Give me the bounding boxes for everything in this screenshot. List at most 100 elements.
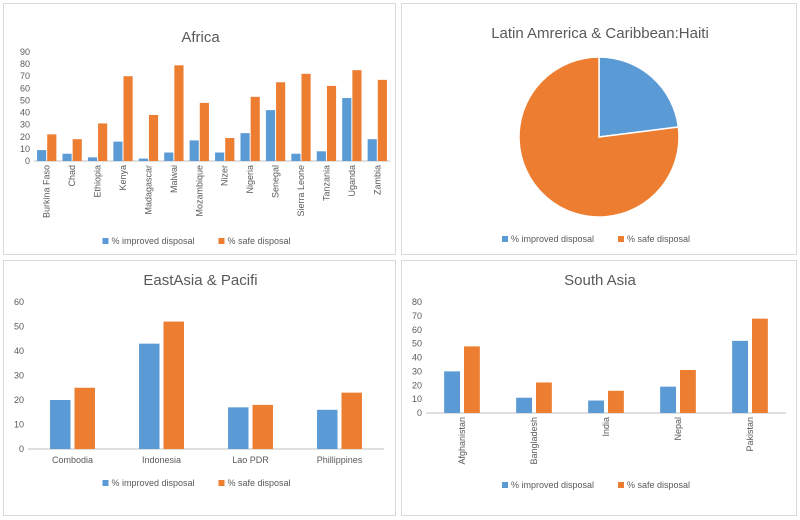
legend-swatch: [102, 480, 109, 486]
y-tick-label: 50: [14, 322, 24, 332]
x-category-label: Bangladesh: [529, 417, 539, 465]
x-category-label: Uganda: [347, 165, 357, 197]
pie-slice-safe-disposal: [518, 56, 680, 218]
bar-safe-disposal: [608, 390, 624, 413]
legend-swatch: [218, 238, 225, 244]
pie-slice-improved-disposal: [598, 56, 680, 138]
y-tick-label: 30: [412, 366, 422, 376]
y-tick-label: 80: [20, 59, 30, 69]
legend-swatch: [618, 482, 624, 488]
y-tick-label: 20: [20, 132, 30, 142]
bar-safe-disposal: [225, 137, 235, 161]
legend-swatch: [502, 482, 508, 488]
y-tick-label: 10: [20, 144, 30, 154]
east-asia-chart-panel: EastAsia & Pacifi 0 10 20 30 40 50 60 Combodia In…: [3, 260, 396, 516]
y-tick-label: 10: [14, 420, 24, 430]
bar-improved-disposal: [342, 98, 352, 161]
y-tick-label: 80: [412, 297, 422, 307]
y-tick-label: 20: [412, 380, 422, 390]
legend-swatch: [102, 238, 109, 244]
bar-improved-disposal: [316, 151, 326, 161]
bar-safe-disposal: [72, 139, 82, 161]
y-tick-label: 70: [20, 71, 30, 81]
bar-safe-disposal: [752, 318, 768, 413]
bar-improved-disposal: [317, 409, 338, 449]
legend-swatch: [502, 236, 508, 242]
bar-safe-disposal: [464, 346, 480, 413]
east-asia-chart: EastAsia & Pacifi 0 10 20 30 40 50 60 Combodia In…: [14, 272, 384, 488]
x-category-label: Nizer: [220, 165, 230, 186]
x-category-label: Phillippines: [317, 455, 363, 465]
x-category-label: Madagascar: [143, 165, 153, 215]
chart-title: Latin Amrerica & Caribbean:Haiti: [491, 25, 709, 42]
y-tick-label: 40: [20, 108, 30, 118]
x-category-label: Lao PDR: [232, 455, 269, 465]
y-tick-label: 0: [25, 156, 30, 166]
chart-title: EastAsia & Pacifi: [143, 272, 257, 289]
bar-improved-disposal: [87, 157, 98, 161]
bar-improved-disposal: [367, 139, 377, 161]
bar-safe-disposal: [74, 387, 95, 449]
bar-improved-disposal: [444, 371, 460, 413]
x-category-label: Nigeria: [245, 165, 255, 194]
bar-improved-disposal: [265, 110, 276, 161]
legend-label: % safe disposal: [228, 478, 291, 488]
legend-label: % improved disposal: [511, 480, 594, 490]
south-asia-chart: South Asia 0 10 20 30 40 50 60 70 80 Afghanistan Ba…: [412, 272, 786, 490]
bar-safe-disposal: [252, 404, 273, 449]
bar-safe-disposal: [341, 392, 362, 449]
haiti-chart-panel: Latin Amrerica & Caribbean:Haiti % improv…: [401, 3, 797, 255]
y-tick-label: 20: [14, 395, 24, 405]
y-tick-label: 60: [412, 325, 422, 335]
legend-label: % safe disposal: [627, 234, 690, 244]
y-tick-label: 40: [412, 353, 422, 363]
bar-improved-disposal: [50, 400, 71, 449]
africa-chart-panel: Africa 0 10 20 30 40 50 60 70 80 90 Burkina Faso Cha…: [3, 3, 396, 255]
bar-improved-disposal: [62, 153, 72, 161]
bar-improved-disposal: [660, 386, 676, 413]
bar-safe-disposal: [98, 123, 108, 161]
bar-safe-disposal: [326, 85, 337, 161]
bar-improved-disposal: [139, 343, 160, 449]
bar-safe-disposal: [301, 73, 311, 161]
x-category-label: Ethiopia: [93, 165, 103, 198]
y-tick-label: 60: [20, 83, 30, 93]
bar-safe-disposal: [163, 321, 184, 449]
y-tick-label: 50: [20, 95, 30, 105]
y-tick-label: 40: [14, 346, 24, 356]
y-tick-label: 60: [14, 297, 24, 307]
legend-label: % improved disposal: [112, 478, 195, 488]
bar-safe-disposal: [47, 134, 57, 161]
bar-safe-disposal: [250, 96, 260, 161]
south-asia-chart-panel: South Asia 0 10 20 30 40 50 60 70 80 Afghanistan Ba…: [401, 260, 797, 516]
y-tick-label: 0: [19, 444, 24, 454]
x-category-label: Chad: [67, 165, 77, 187]
x-category-label: India: [601, 417, 611, 437]
bar-safe-disposal: [148, 114, 159, 161]
bar-improved-disposal: [588, 400, 604, 413]
bar-improved-disposal: [164, 152, 174, 161]
x-category-label: Kenya: [118, 165, 128, 191]
x-category-label: Afghanistan: [457, 417, 467, 465]
y-tick-label: 50: [412, 339, 422, 349]
bar-improved-disposal: [189, 140, 199, 161]
legend-label: % improved disposal: [511, 234, 594, 244]
bar-improved-disposal: [215, 152, 225, 161]
legend-label: % safe disposal: [627, 480, 690, 490]
x-category-label: Mozambique: [194, 165, 204, 217]
chart-title: Africa: [181, 29, 220, 46]
bar-improved-disposal: [240, 133, 250, 161]
x-category-label: Zambia: [372, 165, 382, 195]
x-category-label: Combodia: [52, 455, 93, 465]
legend-label: % improved disposal: [112, 236, 195, 246]
x-category-label: Indonesia: [142, 455, 181, 465]
bar-improved-disposal: [516, 397, 532, 413]
bar-safe-disposal: [680, 369, 696, 413]
bar-safe-disposal: [536, 382, 552, 413]
x-category-label: Tanzania: [321, 165, 331, 201]
bar-safe-disposal: [352, 70, 362, 161]
y-tick-label: 0: [417, 408, 422, 418]
haiti-pie-chart: Latin Amrerica & Caribbean:Haiti % improv…: [491, 25, 709, 244]
africa-chart: Africa 0 10 20 30 40 50 60 70 80 90 Burkina Faso Cha…: [20, 29, 390, 246]
bar-improved-disposal: [228, 407, 249, 449]
